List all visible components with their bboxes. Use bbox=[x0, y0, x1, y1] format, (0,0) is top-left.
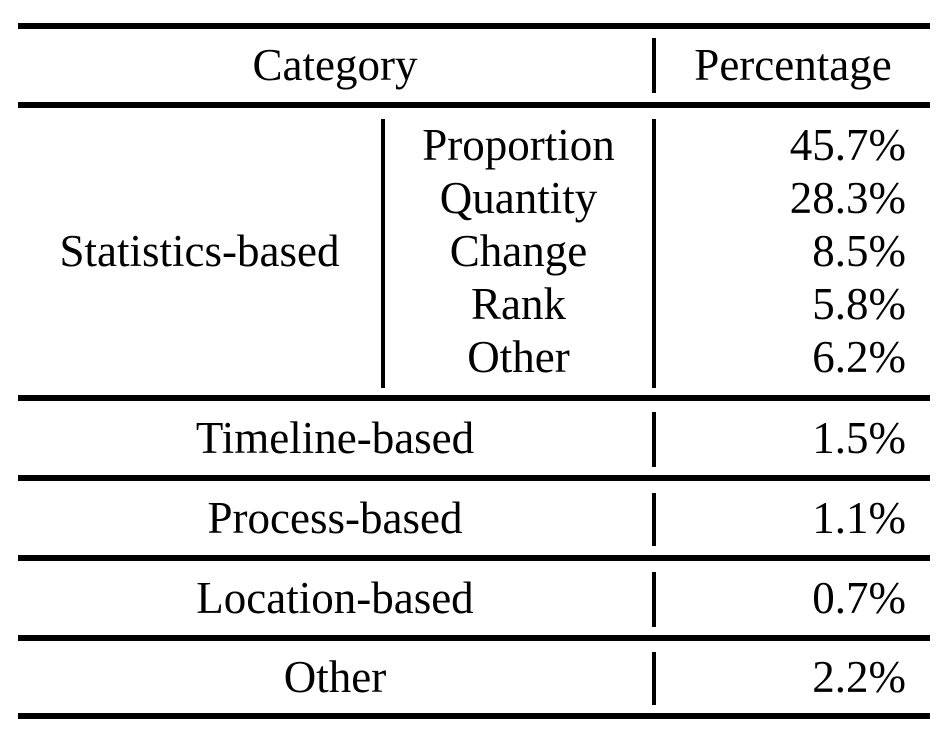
table-rule-below-header bbox=[18, 102, 930, 108]
subrow-value: 6.2% bbox=[812, 332, 906, 382]
table-rule-below-timeline bbox=[18, 475, 930, 481]
subrow-label: Change bbox=[449, 226, 588, 276]
stats-inner-divider bbox=[381, 119, 385, 388]
row-value-timeline: 1.5% bbox=[812, 412, 906, 463]
subrow-value: 8.5% bbox=[812, 226, 906, 276]
row-label-other: Other bbox=[283, 651, 387, 702]
process-column-divider bbox=[652, 493, 656, 546]
subrow-label: Quantity bbox=[439, 173, 598, 223]
table-rule-below-location bbox=[18, 635, 930, 641]
header-category: Category bbox=[252, 40, 418, 90]
header-column-divider bbox=[652, 38, 656, 93]
subrow-value: 28.3% bbox=[789, 173, 906, 223]
table-rule-below-process bbox=[18, 555, 930, 561]
subrow-label: Other bbox=[467, 332, 570, 382]
row-value-other: 2.2% bbox=[812, 651, 906, 702]
row-value-process: 1.1% bbox=[812, 492, 906, 543]
header-percentage: Percentage bbox=[694, 40, 892, 90]
other-column-divider bbox=[652, 652, 656, 705]
stats-group-label: Statistics-based bbox=[59, 226, 340, 276]
subrow-value: 5.8% bbox=[812, 279, 906, 329]
stats-subcategory-list: Proportion Quantity Change Rank Other bbox=[385, 108, 652, 395]
row-label-location: Location-based bbox=[196, 572, 474, 623]
row-label-timeline: Timeline-based bbox=[195, 412, 475, 463]
subrow-label: Proportion bbox=[422, 120, 615, 170]
table-rule-top bbox=[18, 23, 930, 29]
table-rule-bottom bbox=[18, 713, 930, 719]
subrow-value: 45.7% bbox=[789, 120, 906, 170]
stats-column-divider bbox=[652, 119, 656, 388]
subrow-label: Rank bbox=[471, 279, 566, 329]
location-column-divider bbox=[652, 572, 656, 627]
table-rule-below-stats bbox=[18, 395, 930, 401]
row-value-location: 0.7% bbox=[812, 572, 906, 623]
stats-value-list: 45.7% 28.3% 8.5% 5.8% 6.2% bbox=[656, 108, 906, 395]
timeline-column-divider bbox=[652, 412, 656, 467]
row-label-process: Process-based bbox=[207, 492, 463, 543]
